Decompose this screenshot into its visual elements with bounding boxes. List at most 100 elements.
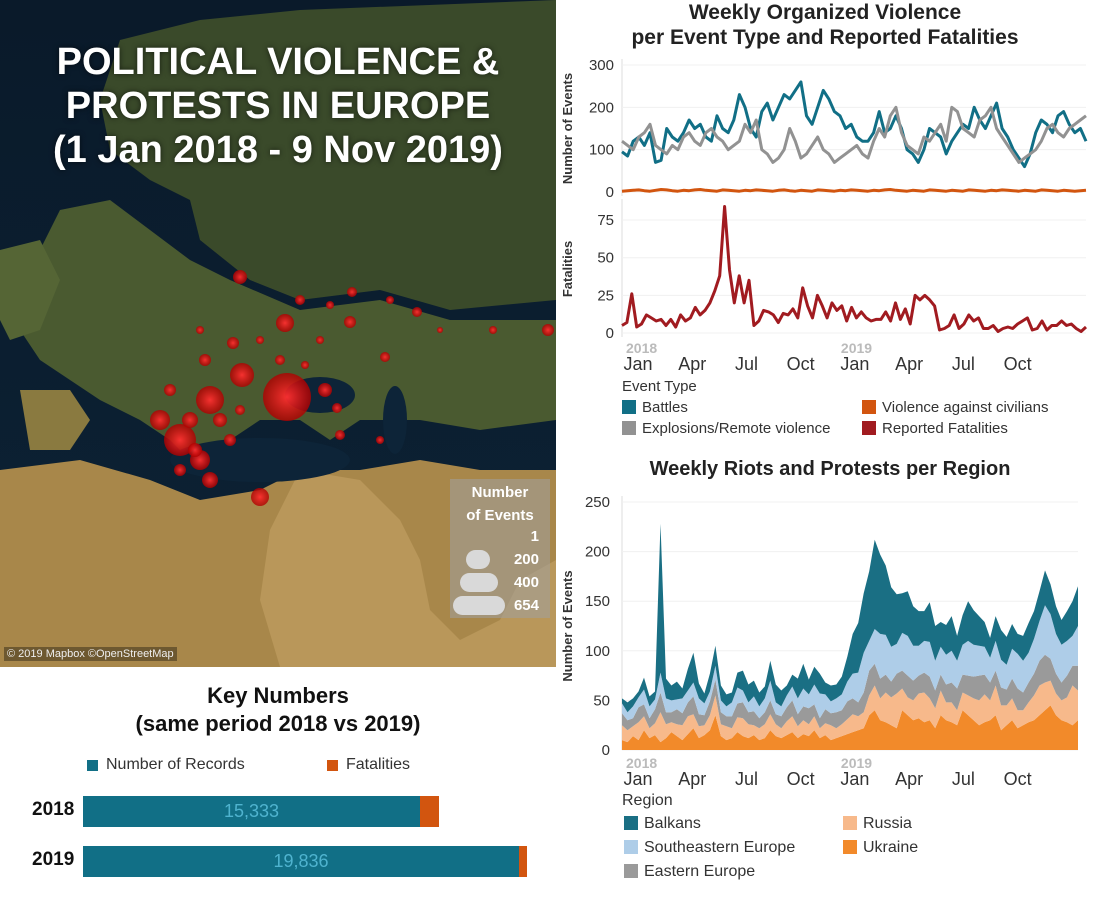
y-tick-label: 0 [606,325,614,342]
series-area [622,523,1078,713]
event-bubble[interactable] [235,405,245,415]
x-tick-label: Apr [895,354,923,374]
legend-violence-civilians[interactable]: Violence against civilians [862,399,1049,416]
event-bubble[interactable] [347,287,357,297]
legend-russia[interactable]: Russia [843,815,912,833]
y-tick-label: 100 [589,142,614,159]
event-bubble[interactable] [412,307,422,317]
key-numbers-title-line: Key Numbers [207,683,349,708]
event-bubble[interactable] [376,436,384,444]
legend-southeastern-europe[interactable]: Southeastern Europe [624,839,795,857]
map-attribution[interactable]: © 2019 Mapbox ©OpenStreetMap [4,647,177,661]
y-axis-label: Number of Events [560,73,575,184]
event-bubble[interactable] [489,326,497,334]
legend-swatch [843,840,857,854]
legend-fatalities[interactable]: Reported Fatalities [862,420,1008,437]
map-canvas[interactable] [0,0,556,667]
legend-explosions[interactable]: Explosions/Remote violence [622,420,830,437]
event-bubble[interactable] [227,337,239,349]
event-bubble[interactable] [542,324,554,336]
event-bubble[interactable] [276,314,294,332]
event-bubble[interactable] [174,464,186,476]
records-bar-2019[interactable]: 19,836 [83,846,519,877]
legend-balkans[interactable]: Balkans [624,815,701,833]
legend-label: Ukraine [863,839,919,856]
arabia [260,470,556,667]
event-bubble[interactable] [224,434,236,446]
event-bubble[interactable] [196,386,224,414]
size-legend-bubble [453,596,505,615]
british-isles [0,240,60,340]
x-tick-label: Apr [678,354,706,374]
event-bubble[interactable] [256,336,264,344]
event-bubble[interactable] [251,488,269,506]
x-tick-label: Oct [787,354,815,374]
violence-chart[interactable]: 0 100 200 300 Number of Events 0 25 50 75 Fatalit… [556,55,1100,385]
y-axis-label: Fatalities [560,241,575,297]
event-bubble[interactable] [182,412,198,428]
y-tick-label: 50 [593,692,610,709]
legend-swatch [327,760,338,771]
size-legend-value: 654 [513,597,539,614]
event-bubble[interactable] [164,424,196,456]
year-label: 2019 [841,755,872,771]
legend-label: Battles [642,399,688,416]
y-tick-label: 75 [597,212,614,229]
event-bubble[interactable] [199,354,211,366]
event-bubble[interactable] [150,410,170,430]
y-tick-label: 25 [597,287,614,304]
key-numbers-title-line: (same period 2018 vs 2019) [135,711,421,736]
series-area [622,654,1078,731]
event-bubble[interactable] [275,355,285,365]
legend-label: Southeastern Europe [644,839,796,856]
mediterranean [170,438,350,482]
y-tick-label: 300 [589,57,614,74]
size-legend-bubble [466,550,490,569]
event-bubble[interactable] [213,413,227,427]
legend-eastern-europe[interactable]: Eastern Europe [624,863,755,881]
riots-chart[interactable]: 0 50 100 150 200 250 Number of Events Jan Apr Jul… [556,490,1100,795]
event-bubble[interactable] [386,296,394,304]
legend-swatch [862,421,876,435]
legend-number-of-records[interactable]: Number of Records [87,756,245,774]
legend-label: Eastern Europe [644,863,756,880]
event-bubble[interactable] [318,383,332,397]
legend-swatch [862,400,876,414]
bar-category-2019: 2019 [32,849,75,870]
event-bubbles[interactable] [150,270,554,506]
event-bubble[interactable] [335,430,345,440]
x-tick-label: Jul [735,769,758,789]
event-bubble[interactable] [332,403,342,413]
event-bubble[interactable] [202,472,218,488]
event-bubble[interactable] [380,352,390,362]
caspian-sea [383,386,407,454]
event-map[interactable]: POLITICAL VIOLENCE & PROTESTS IN EUROPE … [0,0,556,667]
event-bubble[interactable] [233,270,247,284]
fatalities-bar-2018[interactable] [420,796,439,827]
legend-swatch [622,421,636,435]
records-bar-label: 19,836 [273,851,329,871]
legend-key-fatalities[interactable]: Fatalities [327,756,410,774]
event-bubble[interactable] [230,363,254,387]
event-bubble[interactable] [164,384,176,396]
event-bubble[interactable] [188,443,202,457]
event-bubble[interactable] [301,361,309,369]
event-bubble[interactable] [263,373,311,421]
map-title-line: PROTESTS IN EUROPE [65,85,491,127]
x-tick-label: Jul [952,769,975,789]
records-bar-2018[interactable]: 15,333 [83,796,420,827]
series-line [621,105,1087,164]
event-bubble[interactable] [437,327,443,333]
key-numbers-title: Key Numbers (same period 2018 vs 2019) [0,682,556,738]
event-bubble[interactable] [295,295,305,305]
event-bubble[interactable] [196,326,204,334]
legend-ukraine[interactable]: Ukraine [843,839,918,857]
event-bubble[interactable] [316,336,324,344]
legend-battles[interactable]: Battles [622,399,688,416]
event-bubble[interactable] [326,301,334,309]
legend-label: Russia [863,815,912,832]
event-bubble[interactable] [344,316,356,328]
fatalities-bar-2019[interactable] [519,846,527,877]
europe-landmass [20,200,556,470]
size-legend-value: 1 [530,528,539,545]
